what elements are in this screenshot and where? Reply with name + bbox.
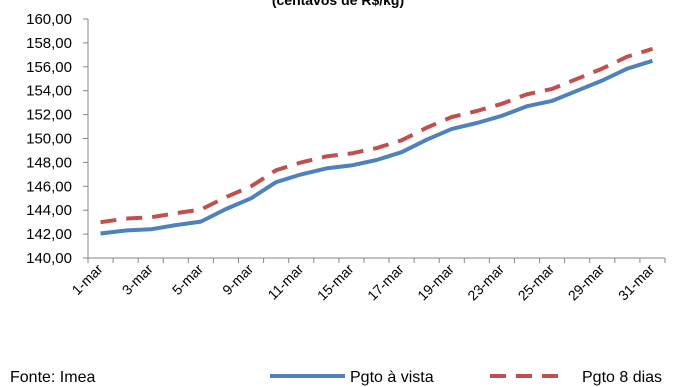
- y-tick-label: 142,00: [26, 226, 72, 243]
- series-line-1: [100, 46, 654, 225]
- x-tick-label: 31-mar: [615, 261, 658, 304]
- x-tick-label: 15-mar: [314, 261, 357, 304]
- x-tick-label: 23-mar: [464, 261, 507, 304]
- y-tick-label: 144,00: [26, 202, 72, 219]
- series-layer: [100, 46, 654, 236]
- y-tick-label: 140,00: [26, 250, 72, 267]
- x-tick-label: 25-mar: [515, 261, 558, 304]
- y-tick-label: 156,00: [26, 59, 72, 76]
- y-tick-label: 150,00: [26, 131, 72, 148]
- legend: Pgto à vista Pgto 8 dias: [270, 369, 662, 386]
- legend-label-pgto-a-vista: Pgto à vista: [350, 369, 434, 386]
- x-tick-label: 9-mar: [219, 261, 256, 298]
- y-tick-label: 148,00: [26, 154, 72, 171]
- series-line-0: [100, 58, 654, 236]
- y-tick-label: 160,00: [26, 11, 72, 28]
- source-note: Fonte: Imea: [10, 369, 95, 386]
- y-axis: 140,00 142,00 144,00 146,00 148,00 150,00 152,…: [26, 11, 89, 267]
- x-tick-label: 19-mar: [414, 261, 457, 304]
- y-tick-label: 146,00: [26, 178, 72, 195]
- y-tick-label: 158,00: [26, 35, 72, 52]
- x-axis: 1-mar 3-mar 5-mar 9-mar 11-mar 15-mar 17-mar 19…: [68, 257, 666, 304]
- chart-title: (centavos de R$/kg): [272, 0, 404, 8]
- x-tick-label: 11-mar: [264, 261, 306, 303]
- legend-label-pgto-8-dias: Pgto 8 dias: [582, 369, 662, 386]
- y-tick-label: 152,00: [26, 107, 72, 124]
- y-tick-label: 154,00: [26, 83, 72, 100]
- x-tick-label: 1-mar: [68, 261, 105, 298]
- x-tick-label: 17-mar: [364, 261, 407, 304]
- x-tick-label: 5-mar: [169, 261, 206, 298]
- x-tick-label: 29-mar: [565, 261, 608, 304]
- x-tick-label: 3-mar: [119, 261, 156, 298]
